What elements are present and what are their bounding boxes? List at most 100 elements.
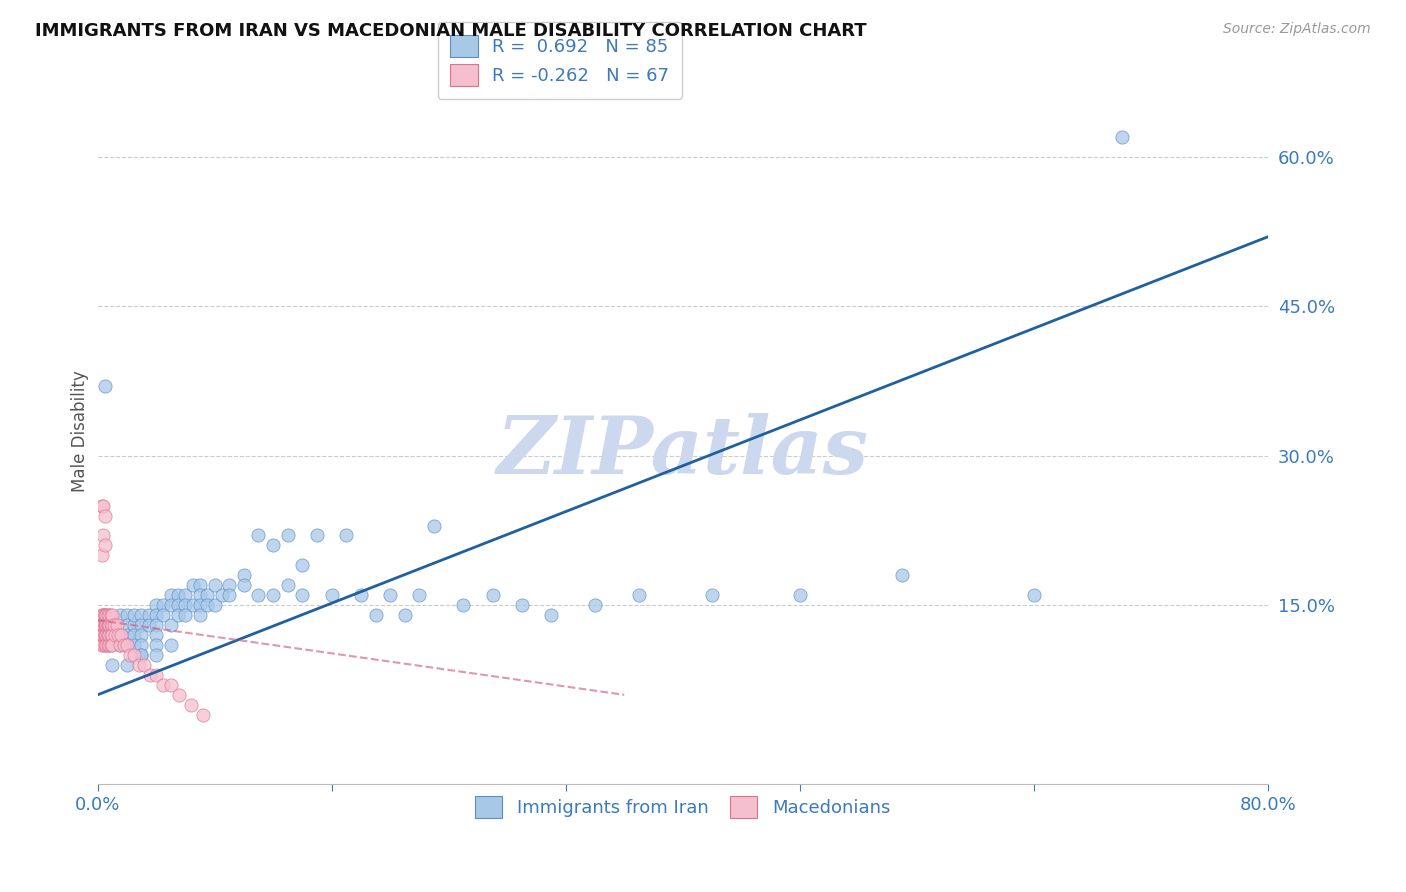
Point <box>131 648 153 662</box>
Point <box>93 628 115 642</box>
Point <box>277 578 299 592</box>
Text: IMMIGRANTS FROM IRAN VS MACEDONIAN MALE DISABILITY CORRELATION CHART: IMMIGRANTS FROM IRAN VS MACEDONIAN MALE … <box>35 22 866 40</box>
Point <box>195 588 218 602</box>
Point <box>181 598 204 612</box>
Point <box>94 628 117 642</box>
Point <box>93 499 115 513</box>
Point <box>152 608 174 623</box>
Point <box>232 568 254 582</box>
Point <box>131 618 153 632</box>
Point <box>93 618 115 632</box>
Point <box>321 588 343 602</box>
Point <box>453 598 475 612</box>
Point <box>122 638 145 652</box>
Point <box>247 588 270 602</box>
Point <box>97 608 120 623</box>
Point <box>540 608 562 623</box>
Point <box>188 608 211 623</box>
Point <box>180 698 202 712</box>
Point <box>115 638 138 652</box>
Point <box>152 598 174 612</box>
Point <box>112 638 135 652</box>
Point <box>101 618 124 632</box>
Point <box>96 618 118 632</box>
Point <box>97 618 120 632</box>
Point <box>98 628 121 642</box>
Point <box>305 528 328 542</box>
Point <box>152 678 174 692</box>
Point <box>145 598 167 612</box>
Point <box>188 578 211 592</box>
Point <box>145 638 167 652</box>
Point <box>98 618 121 632</box>
Point <box>145 608 167 623</box>
Point <box>291 588 314 602</box>
Point <box>94 628 117 642</box>
Point <box>167 588 190 602</box>
Point <box>174 588 197 602</box>
Point <box>423 518 446 533</box>
Point <box>91 618 114 632</box>
Point <box>110 628 132 642</box>
Point <box>145 668 167 682</box>
Point <box>97 618 120 632</box>
Point <box>891 568 914 582</box>
Point <box>122 648 145 662</box>
Point <box>94 618 117 632</box>
Point <box>91 638 114 652</box>
Point <box>188 588 211 602</box>
Point <box>131 628 153 642</box>
Point <box>94 608 117 623</box>
Point <box>350 588 373 602</box>
Point <box>94 379 117 393</box>
Point <box>1022 588 1045 602</box>
Point <box>96 628 118 642</box>
Point <box>115 657 138 672</box>
Point <box>145 628 167 642</box>
Point <box>104 628 127 642</box>
Point <box>218 578 240 592</box>
Point <box>115 618 138 632</box>
Point <box>94 638 117 652</box>
Point <box>118 648 141 662</box>
Point <box>174 608 197 623</box>
Point <box>98 618 121 632</box>
Point <box>510 598 533 612</box>
Point <box>481 588 503 602</box>
Y-axis label: Male Disability: Male Disability <box>72 370 89 491</box>
Point <box>93 618 115 632</box>
Point <box>583 598 606 612</box>
Point <box>100 628 122 642</box>
Point <box>159 638 181 652</box>
Point <box>139 668 162 682</box>
Point <box>98 638 121 652</box>
Point <box>218 588 240 602</box>
Point <box>195 598 218 612</box>
Point <box>115 608 138 623</box>
Point <box>138 618 160 632</box>
Point <box>93 608 115 623</box>
Point <box>232 578 254 592</box>
Point <box>378 588 401 602</box>
Point <box>100 618 122 632</box>
Point <box>94 608 117 623</box>
Point <box>408 588 430 602</box>
Point <box>138 608 160 623</box>
Point <box>96 608 118 623</box>
Point <box>204 598 226 612</box>
Point <box>108 638 131 652</box>
Point <box>167 598 190 612</box>
Point <box>94 508 117 523</box>
Point <box>128 657 150 672</box>
Point <box>115 638 138 652</box>
Point <box>700 588 723 602</box>
Point <box>262 588 284 602</box>
Point <box>93 608 115 623</box>
Point <box>96 638 118 652</box>
Point <box>145 648 167 662</box>
Point <box>394 608 416 623</box>
Point <box>627 588 650 602</box>
Point <box>191 707 214 722</box>
Point <box>101 628 124 642</box>
Point <box>335 528 357 542</box>
